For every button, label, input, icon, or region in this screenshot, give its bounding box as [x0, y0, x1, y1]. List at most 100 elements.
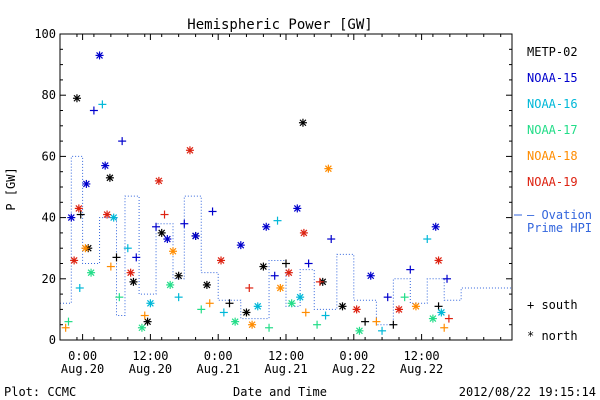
south-marker [383, 293, 392, 302]
north-marker [355, 326, 364, 335]
chart-title: Hemispheric Power [GW] [187, 17, 372, 33]
marker-stroke [146, 299, 154, 307]
north-marker [109, 213, 118, 222]
marker-stroke [82, 180, 90, 188]
marker-stroke [248, 321, 256, 329]
north-marker [236, 241, 245, 250]
marker-stroke [432, 223, 440, 231]
north-marker [103, 210, 112, 219]
south-marker [152, 222, 161, 231]
south-marker [301, 308, 310, 317]
south-marker [423, 235, 432, 244]
south-marker [372, 317, 381, 326]
x-tick-date: Aug.22 [400, 362, 443, 376]
marker-stroke [203, 281, 211, 289]
south-marker [406, 265, 415, 274]
marker-stroke [155, 177, 163, 185]
south-marker [321, 311, 330, 320]
marker-stroke [243, 309, 250, 316]
marker-stroke [395, 305, 403, 313]
north-marker [253, 302, 262, 311]
x-tick-label: 0:00 [204, 349, 233, 363]
north-marker [74, 204, 83, 213]
y-tick-label: 0 [49, 333, 56, 347]
north-marker [248, 320, 257, 329]
south-marker [106, 262, 115, 271]
north-marker [428, 314, 437, 323]
marker-stroke [130, 278, 137, 286]
x-tick-label: 12:00 [132, 349, 168, 363]
marker-stroke [429, 315, 437, 323]
north-marker [324, 164, 333, 173]
x-axis-label: Date and Time [233, 385, 327, 399]
axes: 0204060801000:00Aug.2012:00Aug.200:00Aug… [34, 27, 513, 376]
north-marker [437, 308, 446, 317]
north-marker [434, 256, 443, 265]
marker-stroke [300, 229, 308, 237]
north-marker [276, 283, 285, 292]
marker-stroke [437, 309, 445, 316]
legend-entry: NOAA-15 [527, 71, 578, 85]
marker-stroke [73, 94, 81, 102]
marker-stroke [237, 241, 245, 249]
marker-stroke [435, 257, 442, 264]
marker-stroke [127, 269, 135, 277]
marker-stroke [356, 327, 363, 335]
south-marker [270, 271, 279, 280]
south-marker [315, 277, 324, 286]
south-marker [219, 308, 228, 317]
north-marker [284, 268, 293, 277]
legend-entry: METP-02 [527, 45, 578, 59]
legend-entry: NOAA-19 [527, 175, 578, 189]
marker-stroke [110, 214, 118, 222]
north-marker [143, 317, 152, 326]
x-tick-date: Aug.21 [264, 362, 307, 376]
y-tick-label: 60 [42, 149, 56, 163]
legend-entry: NOAA-17 [527, 123, 578, 137]
marker-stroke [262, 223, 270, 231]
north-marker [185, 146, 194, 155]
north-marker [202, 280, 211, 289]
marker-stroke [96, 51, 103, 59]
north-marker [163, 235, 172, 244]
north-marker [174, 271, 183, 280]
north-marker [231, 317, 240, 326]
north-marker [411, 302, 420, 311]
marker-stroke [103, 211, 111, 218]
north-marker [72, 94, 81, 103]
south-marker [64, 317, 73, 326]
marker-stroke [276, 284, 284, 292]
legend: METP-02 NOAA-15 NOAA-16 NOAA-17 NOAA-18 NOAA-… [514, 45, 592, 343]
north-marker [338, 302, 347, 311]
marker-stroke [296, 293, 304, 301]
south-marker [174, 293, 183, 302]
north-marker [293, 204, 302, 213]
north-marker [105, 173, 114, 182]
x-tick-label: 0:00 [339, 349, 368, 363]
marker-stroke [106, 174, 114, 182]
marker-stroke [353, 305, 361, 313]
north-marker [67, 213, 76, 222]
north-marker [431, 222, 440, 231]
south-marker [98, 100, 107, 109]
south-marker [76, 210, 85, 219]
footer-plot-credit: Plot: CCMC [4, 385, 76, 399]
south-marker [265, 323, 274, 332]
north-marker [191, 231, 200, 240]
marker-stroke [324, 165, 332, 173]
y-tick-label: 20 [42, 272, 56, 286]
x-tick-label: 12:00 [404, 349, 440, 363]
south-marker [313, 320, 322, 329]
north-marker [129, 277, 138, 286]
north-marker [217, 256, 226, 265]
south-marker [123, 244, 132, 253]
marker-stroke [285, 269, 293, 277]
south-marker [205, 299, 214, 308]
legend-hpi: – Ovation [527, 208, 592, 222]
north-marker [299, 228, 308, 237]
y-tick-label: 40 [42, 211, 56, 225]
north-marker [259, 262, 268, 271]
marker-stroke [367, 272, 375, 280]
south-marker [245, 283, 254, 292]
south-marker [361, 317, 370, 326]
